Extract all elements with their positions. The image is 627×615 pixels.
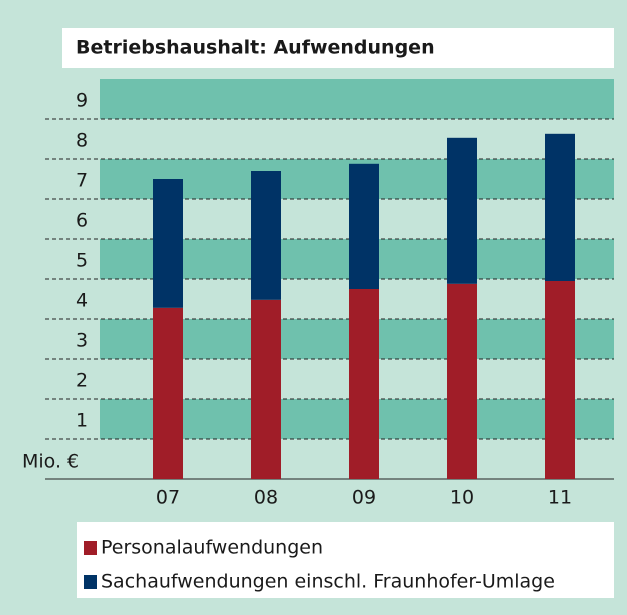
bar bbox=[349, 289, 379, 479]
x-tick-label: 09 bbox=[352, 487, 376, 509]
legend-label: Sachaufwendungen einschl. Fraunhofer-Uml… bbox=[101, 571, 555, 593]
y-tick-label: 4 bbox=[76, 290, 88, 312]
bar bbox=[251, 171, 281, 300]
bar bbox=[447, 283, 477, 479]
y-tick-label: 9 bbox=[76, 90, 88, 112]
x-tick-label: 11 bbox=[548, 487, 572, 509]
title-box bbox=[62, 28, 614, 68]
y-tick-label: 5 bbox=[76, 250, 88, 272]
chart-title: Betriebshaushalt: Aufwendungen bbox=[76, 37, 435, 59]
y-axis-label: Mio. € bbox=[22, 451, 79, 473]
y-tick-label: 1 bbox=[76, 410, 88, 432]
y-tick-label: 6 bbox=[76, 210, 88, 232]
legend-label: Personalaufwendungen bbox=[101, 537, 323, 559]
bar bbox=[153, 179, 183, 308]
stripe bbox=[100, 79, 614, 119]
legend-swatch bbox=[84, 575, 97, 589]
bar bbox=[545, 133, 575, 281]
x-tick-label: 07 bbox=[156, 487, 180, 509]
legend-box bbox=[77, 522, 614, 598]
y-tick-label: 3 bbox=[76, 330, 88, 352]
legend-swatch bbox=[84, 541, 97, 555]
x-tick-label: 10 bbox=[450, 487, 474, 509]
bar bbox=[447, 137, 477, 284]
bar bbox=[153, 307, 183, 479]
y-tick-label: 7 bbox=[76, 170, 88, 192]
bar bbox=[545, 281, 575, 479]
y-tick-label: 8 bbox=[76, 130, 88, 152]
bar bbox=[349, 163, 379, 289]
x-tick-label: 08 bbox=[254, 487, 278, 509]
bar bbox=[251, 299, 281, 479]
y-tick-label: 2 bbox=[76, 370, 88, 392]
